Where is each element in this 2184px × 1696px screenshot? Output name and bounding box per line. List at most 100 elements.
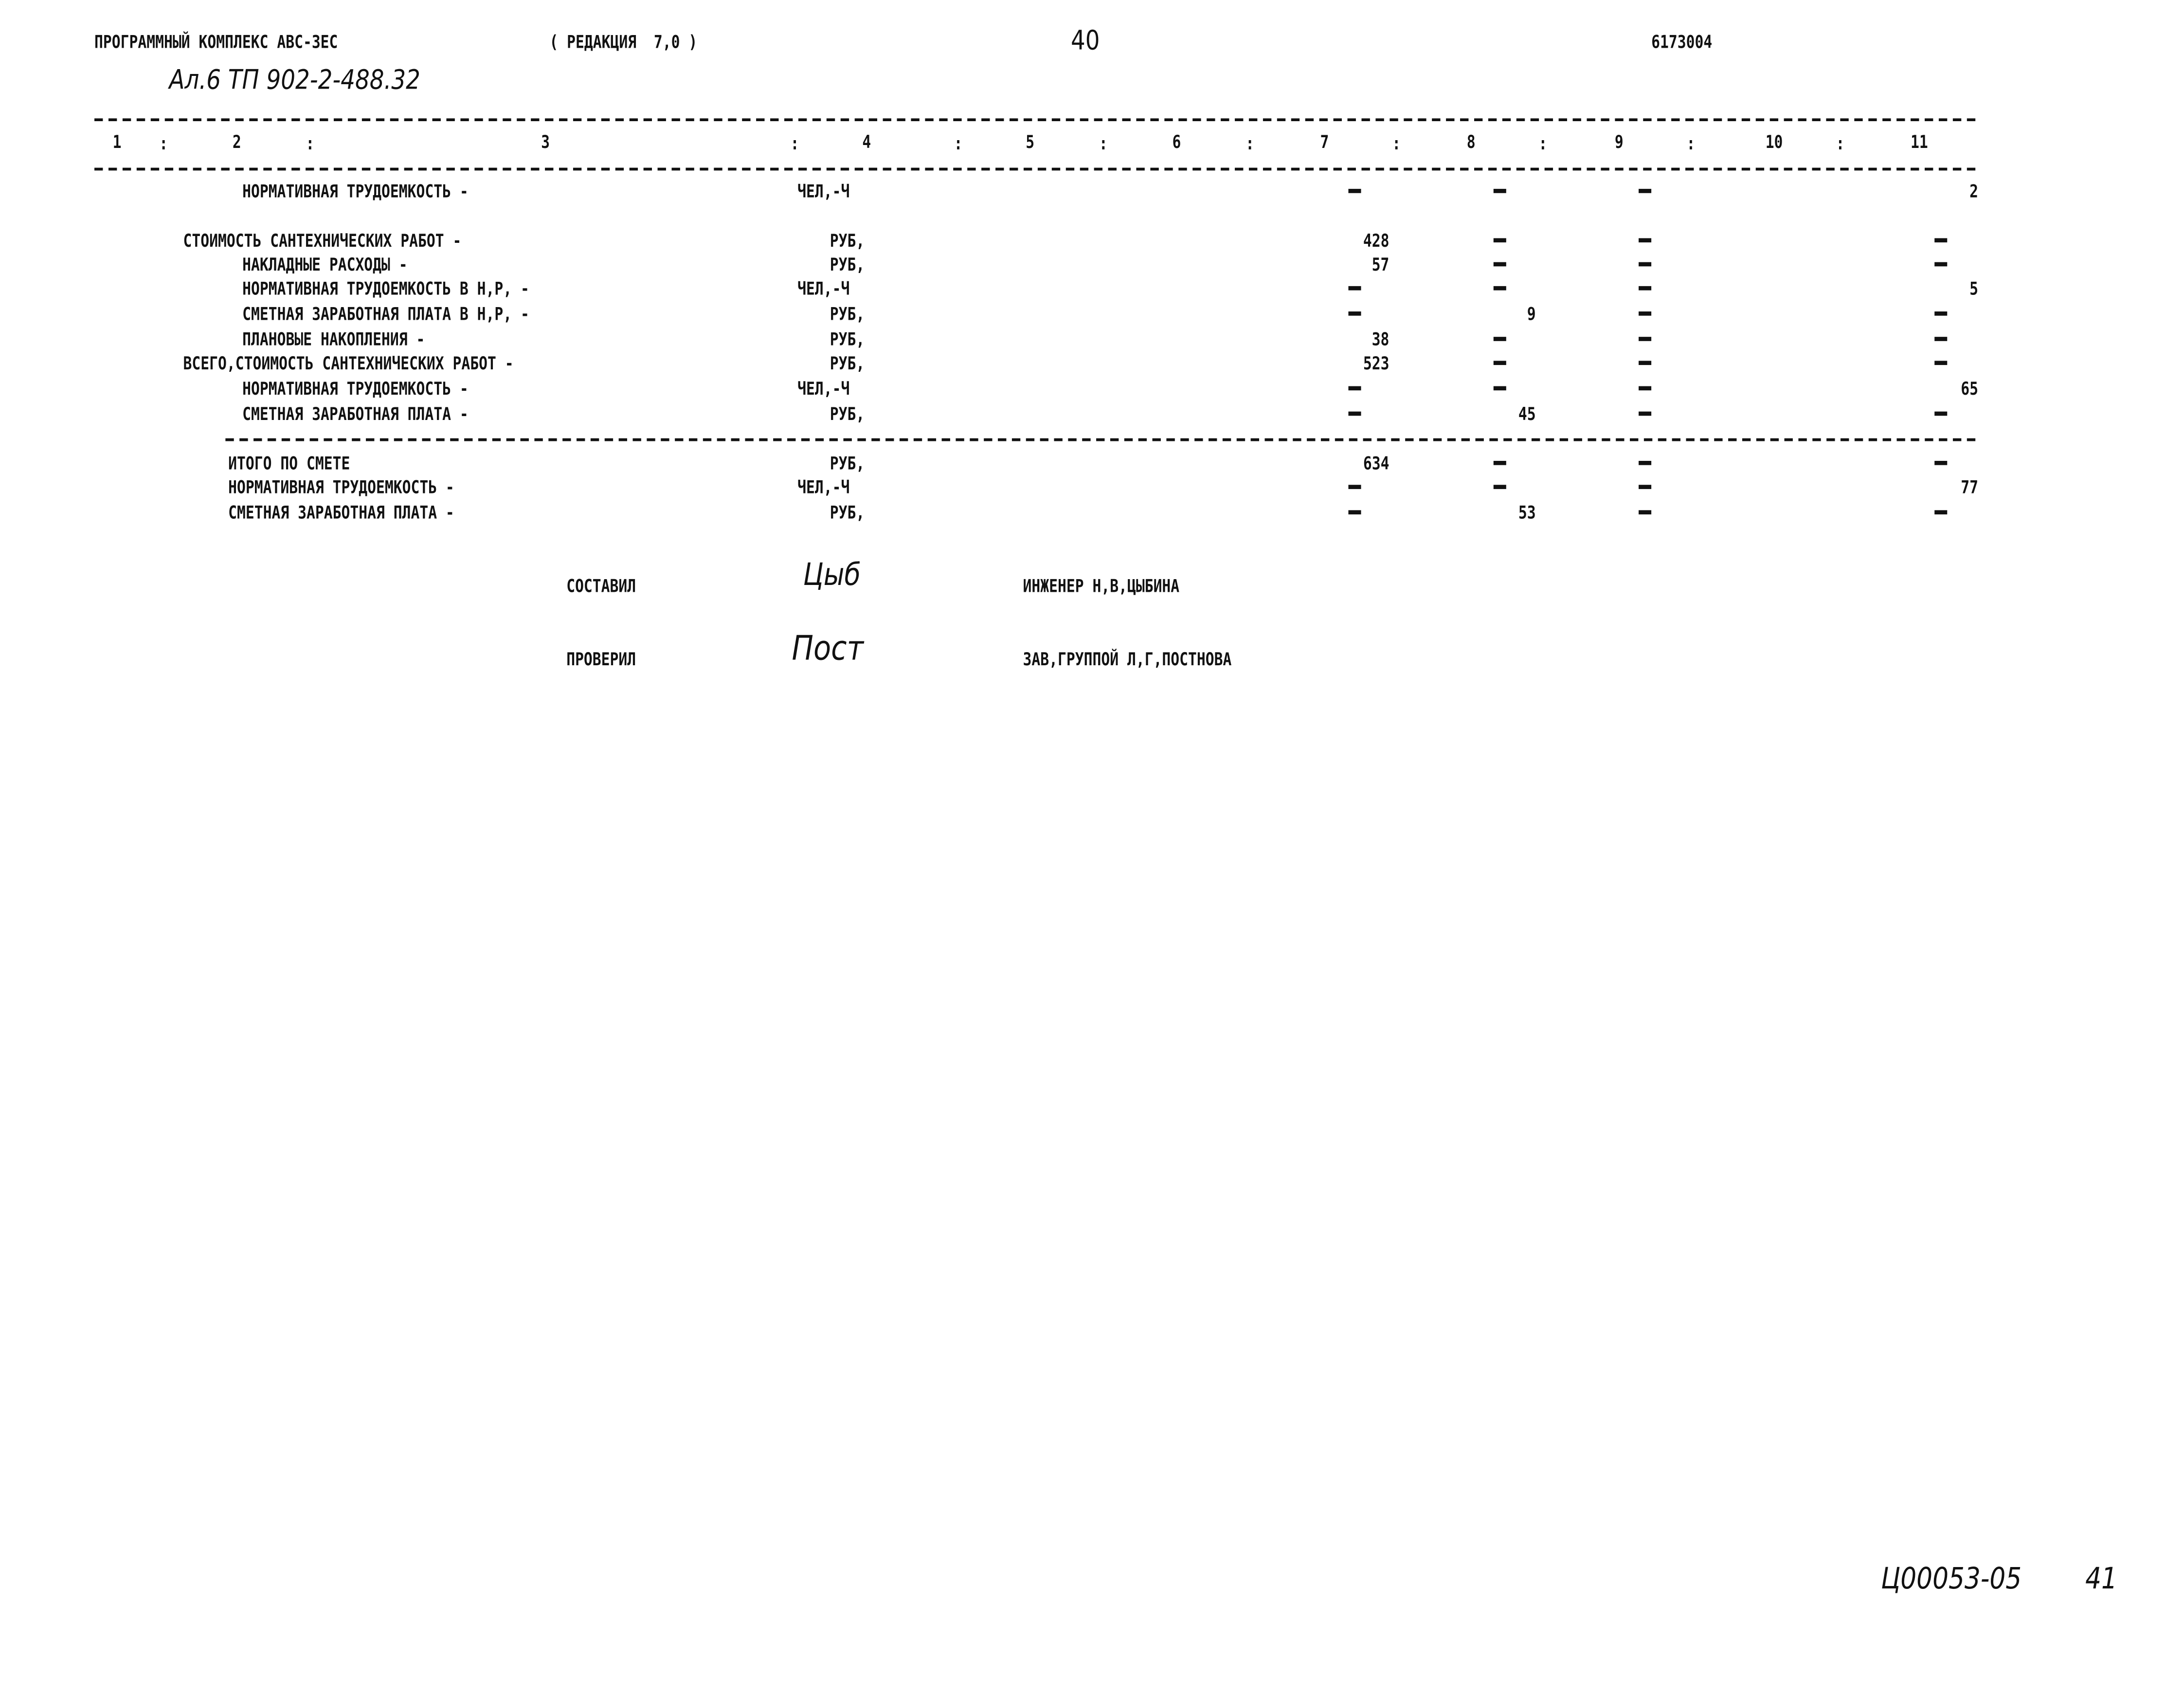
checked-by: ЗАВ,ГРУППОЙ Л,Г,ПОСТНОВА: [1023, 648, 1232, 670]
row-label: СТОИМОСТЬ САНТЕХНИЧЕСКИХ РАБОТ -: [183, 230, 462, 251]
row-label: НОРМАТИВНАЯ ТРУДОЕМКОСТЬ -: [242, 180, 469, 202]
row-unit: ЧЕЛ,-Ч: [797, 180, 850, 202]
row-unit: ЧЕЛ,-Ч: [797, 277, 850, 299]
column-number: 9: [1614, 131, 1624, 152]
value-c11: 77: [1961, 476, 1978, 498]
dash-mark: [1493, 386, 1506, 391]
dash-mark: [1348, 510, 1361, 515]
dash-mark: [1934, 238, 1948, 243]
row-unit: РУБ,: [830, 303, 865, 325]
dash-mark: [1934, 337, 1948, 341]
dash-mark: [1493, 262, 1506, 267]
value-c11: 5: [1969, 277, 1978, 299]
compiled-label: СОСТАВИЛ: [566, 575, 636, 597]
dash-mark: [1639, 311, 1652, 316]
dash-mark: [1348, 485, 1361, 489]
dash-mark: [1639, 262, 1652, 267]
dash-mark: [1639, 386, 1652, 391]
row-unit: РУБ,: [830, 452, 865, 474]
row-unit: ЧЕЛ,-Ч: [797, 476, 850, 498]
dash-mark: [1934, 311, 1948, 316]
program-title: ПРОГРАММНЫЙ КОМПЛЕКС АВС-3ЕС: [94, 31, 338, 53]
row-unit: РУБ,: [830, 328, 865, 350]
divider: [225, 438, 1976, 441]
column-separator: :: [1538, 132, 1548, 154]
page-number: 40: [1070, 25, 1100, 56]
signature-checked: Пост: [792, 628, 864, 668]
column-number: 7: [1320, 131, 1329, 152]
column-number: 3: [541, 131, 550, 152]
dash-mark: [1493, 337, 1506, 341]
signature-compiled: Цыб: [803, 558, 861, 594]
checked-label: ПРОВЕРИЛ: [566, 648, 636, 670]
value-c7: 634: [1363, 452, 1390, 474]
column-number: 1: [112, 131, 122, 152]
value-c8: 45: [1518, 403, 1536, 424]
row-unit: РУБ,: [830, 352, 865, 374]
value-c11: 65: [1961, 378, 1978, 399]
dash-mark: [1639, 510, 1652, 515]
divider: [94, 118, 1976, 122]
row-label: СМЕТНАЯ ЗАРАБОТНАЯ ПЛАТА -: [242, 403, 469, 424]
row-label: НАКЛАДНЫЕ РАСХОДЫ -: [242, 254, 408, 275]
column-number: 2: [232, 131, 241, 152]
row-label: ИТОГО ПО СМЕТЕ: [228, 452, 350, 474]
value-c11: 2: [1969, 180, 1978, 202]
column-separator: :: [790, 132, 799, 154]
dash-mark: [1639, 460, 1652, 465]
dash-mark: [1639, 411, 1652, 416]
dash-mark: [1639, 337, 1652, 341]
document-code: 6173004: [1651, 31, 1713, 53]
row-label: НОРМАТИВНАЯ ТРУДОЕМКОСТЬ -: [228, 476, 454, 498]
dash-mark: [1639, 361, 1652, 365]
column-number: 4: [862, 131, 871, 152]
row-label: НОРМАТИВНАЯ ТРУДОЕМКОСТЬ -: [242, 378, 469, 399]
sheet-number: 41: [2085, 1561, 2117, 1596]
dash-mark: [1493, 485, 1506, 489]
row-label: ПЛАНОВЫЕ НАКОПЛЕНИЯ -: [242, 328, 425, 350]
column-number: 5: [1026, 131, 1035, 152]
dash-mark: [1639, 189, 1652, 193]
dash-mark: [1934, 361, 1948, 365]
column-separator: :: [1686, 132, 1696, 154]
column-separator: :: [1392, 132, 1401, 154]
dash-mark: [1493, 286, 1506, 291]
column-separator: :: [1836, 132, 1845, 154]
dash-mark: [1493, 460, 1506, 465]
dash-mark: [1639, 238, 1652, 243]
row-unit: РУБ,: [830, 254, 865, 275]
row-label: СМЕТНАЯ ЗАРАБОТНАЯ ПЛАТА В Н,Р, -: [242, 303, 529, 325]
dash-mark: [1934, 262, 1948, 267]
dash-mark: [1639, 485, 1652, 489]
value-c7: 38: [1372, 328, 1390, 350]
value-c7: 523: [1363, 352, 1390, 374]
footer-code: Ц00053-05: [1881, 1561, 2022, 1596]
edition: ( РЕДАКЦИЯ 7,0 ): [549, 31, 698, 53]
value-c7: 57: [1372, 254, 1390, 275]
dash-mark: [1348, 386, 1361, 391]
dash-mark: [1493, 361, 1506, 365]
row-unit: ЧЕЛ,-Ч: [797, 378, 850, 399]
value-c8: 53: [1518, 501, 1536, 523]
value-c8: 9: [1527, 303, 1536, 325]
value-c7: 428: [1363, 230, 1390, 251]
column-number: 8: [1466, 131, 1476, 152]
dash-mark: [1493, 189, 1506, 193]
column-number: 11: [1910, 131, 1928, 152]
column-separator: :: [1099, 132, 1108, 154]
dash-mark: [1348, 411, 1361, 416]
dash-mark: [1348, 286, 1361, 291]
column-separator: :: [954, 132, 963, 154]
dash-mark: [1348, 189, 1361, 193]
dash-mark: [1493, 238, 1506, 243]
compiled-by: ИНЖЕНЕР Н,В,ЦЫБИНА: [1023, 575, 1180, 597]
column-separator: :: [1245, 132, 1254, 154]
dash-mark: [1934, 460, 1948, 465]
row-label: НОРМАТИВНАЯ ТРУДОЕМКОСТЬ В Н,Р, -: [242, 277, 529, 299]
row-label: СМЕТНАЯ ЗАРАБОТНАЯ ПЛАТА -: [228, 501, 454, 523]
dash-mark: [1934, 510, 1948, 515]
row-unit: РУБ,: [830, 230, 865, 251]
column-number: 10: [1765, 131, 1783, 152]
handwritten-reference: Ал.6 ТП 902-2-488.32: [169, 65, 420, 96]
